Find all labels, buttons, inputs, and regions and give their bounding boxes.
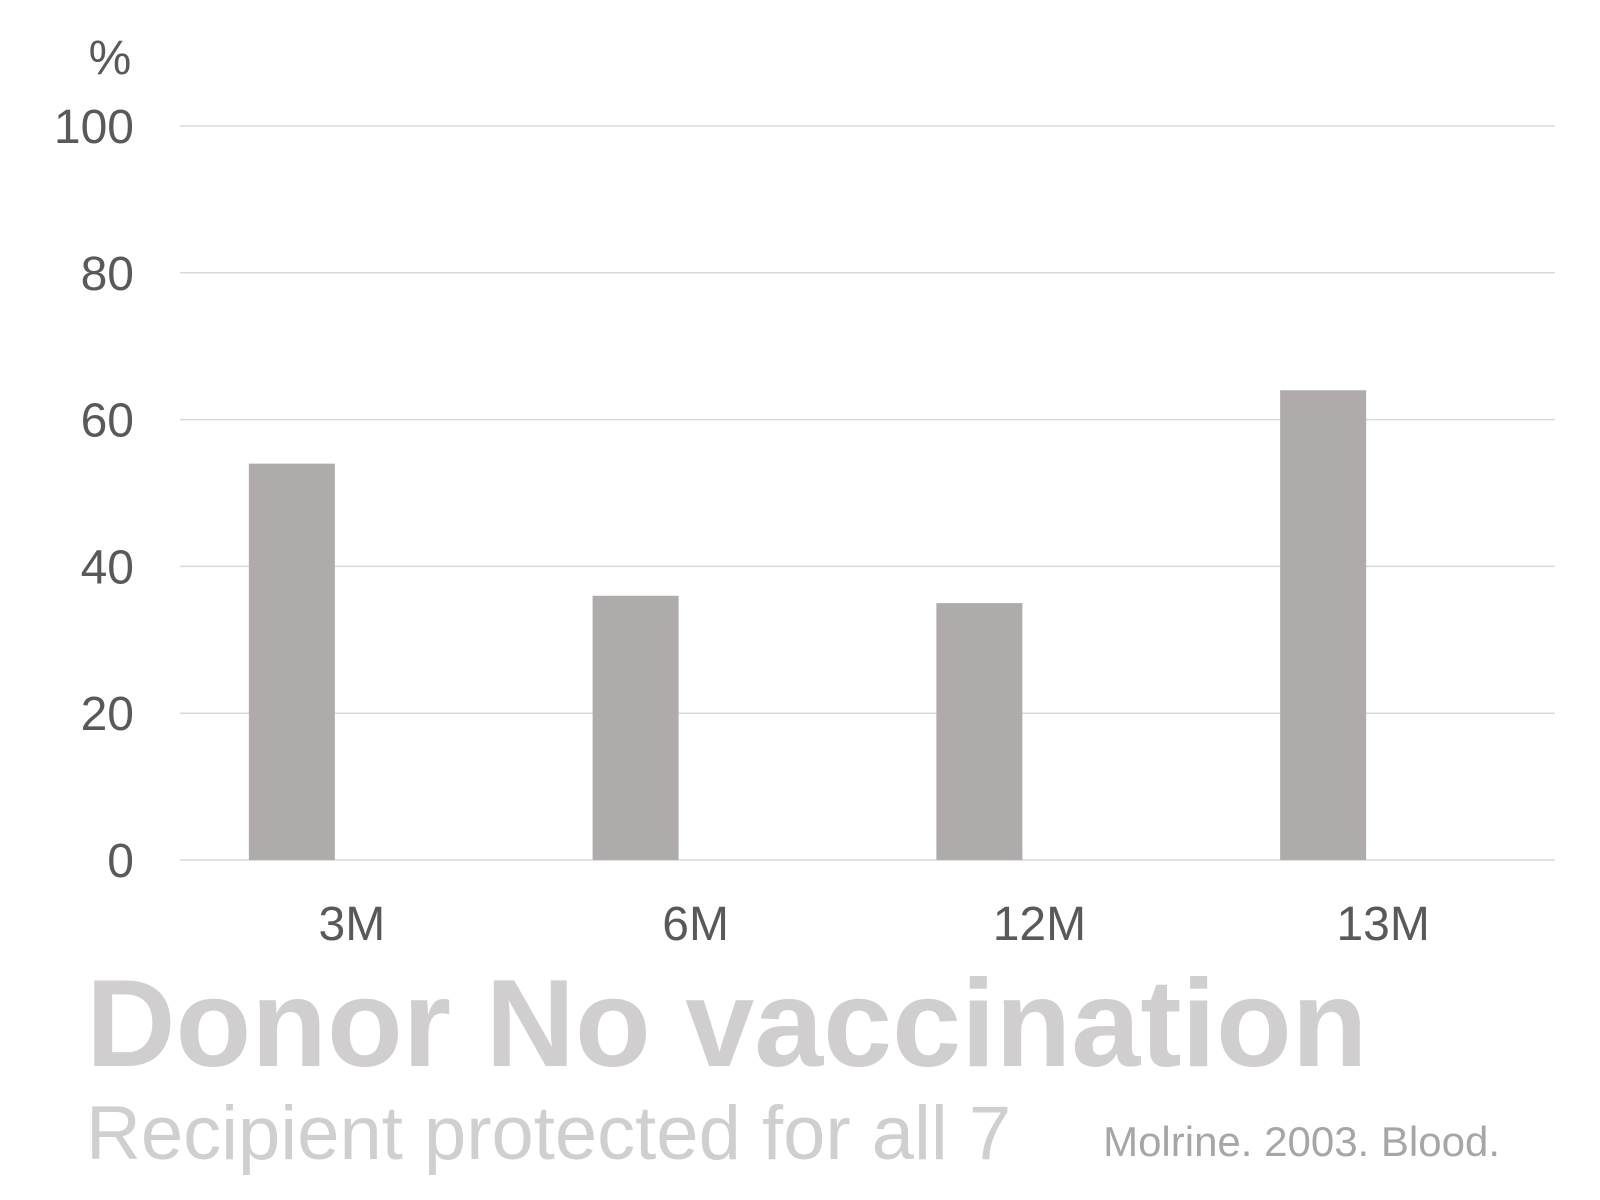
bars [248,390,1367,860]
bar-3M [248,463,335,860]
y-tick-label: 60 [81,395,134,448]
y-tick-label: 80 [81,248,134,301]
y-tick-label: 100 [54,101,134,154]
bar-6M [592,595,679,860]
x-tick-label: 12M [993,898,1086,950]
y-axis-unit-label: % [89,32,132,85]
y-axis-ticks: 0 20 40 60 80 100 [54,101,134,888]
x-tick-label: 13M [1336,898,1429,950]
x-tick-label: 3M [319,898,386,950]
x-tick-label: 6M [662,898,729,950]
y-tick-label: 0 [107,835,134,888]
chart-subtitle: Recipient protected for all 7 [86,1091,1012,1176]
x-axis-ticks: 3M 6M 12M 13M [319,898,1430,950]
y-tick-label: 20 [81,688,134,741]
bar-13M [1280,390,1367,860]
bar-chart: 0 20 40 60 80 100 % 3M 6M 12M 13M [54,32,1555,950]
y-tick-label: 40 [81,541,134,594]
bar-12M [936,603,1023,860]
chart-title: Donor No vaccination [86,955,1368,1093]
citation: Molrine. 2003. Blood. [1103,1118,1500,1165]
